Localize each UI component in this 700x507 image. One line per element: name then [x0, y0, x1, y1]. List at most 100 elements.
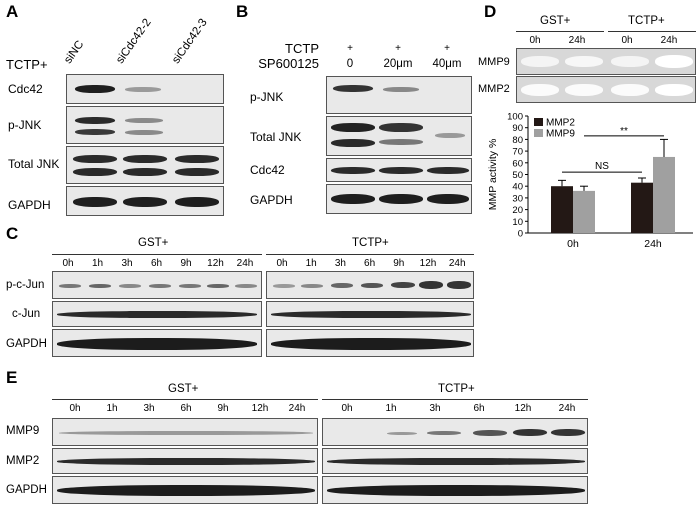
blot-a-gapdh — [66, 186, 224, 216]
blot-b-cdc42 — [326, 158, 472, 182]
plus-lane-3: + — [444, 43, 450, 54]
time-label: 12h — [251, 403, 269, 414]
legend-swatch-mmp9 — [534, 129, 543, 137]
group-label-e-tctp: TCTP+ — [438, 383, 475, 395]
legend-label-mmp9: MMP9 — [546, 129, 575, 140]
legend-label-mmp2: MMP2 — [546, 118, 575, 129]
blot-c-tctp-gapdh — [266, 329, 474, 357]
y-axis-title: MMP activity % — [487, 139, 499, 211]
row-label-d-mmp2: MMP2 — [478, 83, 510, 95]
time-label: 0h — [341, 403, 353, 414]
x-tick-label: 0h — [567, 238, 579, 250]
row-label-cdc42: Cdc42 — [8, 82, 43, 96]
time-label: 1h — [106, 403, 118, 414]
time-label: 0h — [69, 403, 81, 414]
time-label: 9h — [180, 258, 192, 269]
blot-c-gst-p-c-jun — [52, 271, 262, 299]
y-tick-label: 50 — [512, 170, 523, 181]
blot-c-gst-c-jun — [52, 301, 262, 327]
row-label-p-jnk: p-JNK — [8, 118, 42, 132]
row-label-b-cdc42: Cdc42 — [250, 163, 285, 177]
time-label: 9h — [217, 403, 229, 414]
row-label-e-gapdh: GAPDH — [6, 484, 47, 496]
row-label-d-mmp9: MMP9 — [478, 56, 510, 68]
blot-c-gst-gapdh — [52, 329, 262, 357]
time-label: 1h — [385, 403, 397, 414]
time-label: 1h — [305, 258, 317, 269]
y-tick-label: 80 — [512, 135, 523, 146]
row-label-b-p-jnk: p-JNK — [250, 90, 284, 104]
bar-mmp2-0h — [551, 186, 573, 233]
d-time-gst-0h: 0h — [529, 35, 541, 46]
x-tick-label: 24h — [644, 238, 662, 250]
lane-label-sicdc42-3: siCdc42-3 — [170, 16, 210, 67]
blot-e-gst-mmp9 — [52, 418, 318, 446]
header-tctp-label: TCTP — [285, 41, 319, 56]
blot-e-tctp-gapdh — [322, 476, 588, 504]
panel-letter-c: C — [6, 224, 19, 243]
panel-letter-b: B — [236, 2, 249, 21]
legend-swatch-mmp2 — [534, 118, 543, 126]
time-label: 12h — [419, 258, 437, 269]
blot-c-tctp-c-jun — [266, 301, 474, 327]
d-time-gst-24h: 24h — [568, 35, 586, 46]
row-label-b-gapdh: GAPDH — [250, 193, 293, 207]
header-sp600125-label: SP600125 — [258, 56, 319, 71]
row-label-b-total-jnk: Total JNK — [250, 130, 302, 144]
time-label: 24h — [448, 258, 466, 269]
plus-lane-1: + — [347, 43, 353, 54]
dose-lane-1: 0 — [346, 58, 354, 70]
y-tick-label: 0 — [518, 229, 523, 240]
time-label: 3h — [121, 258, 133, 269]
y-tick-label: 70 — [512, 147, 523, 158]
blot-e-tctp-mmp2 — [322, 448, 588, 474]
bar-mmp9-0h — [573, 190, 595, 233]
group-label-d-tctp: TCTP+ — [628, 15, 665, 27]
panel-a-header: TCTP+ — [6, 57, 48, 72]
blot-e-tctp-mmp9 — [322, 418, 588, 446]
row-label-c-gapdh: GAPDH — [6, 338, 47, 350]
group-label-c-gst: GST+ — [138, 237, 169, 249]
time-label: 12h — [207, 258, 224, 269]
blot-a-p-jnk — [66, 106, 224, 144]
y-tick-label: 60 — [512, 158, 523, 169]
zymogram-mmp9 — [516, 48, 696, 75]
time-label: 3h — [334, 258, 346, 269]
y-tick-label: 90 — [512, 123, 523, 134]
sig-annotation: ** — [620, 126, 628, 137]
time-label: 12h — [514, 403, 532, 414]
blot-b-p-jnk — [326, 76, 472, 114]
d-time-tctp-24h: 24h — [660, 35, 678, 46]
dose-lane-2: 20μm — [383, 58, 413, 70]
row-label-e-mmp2: MMP2 — [6, 455, 40, 467]
row-label-p-c-jun: p-c-Jun — [6, 279, 45, 291]
row-label-c-jun: c-Jun — [12, 308, 41, 320]
time-label: 0h — [62, 258, 74, 269]
plus-lane-2: + — [395, 43, 401, 54]
panel-letter-a: A — [6, 2, 19, 21]
blot-e-gst-mmp2 — [52, 448, 318, 474]
y-tick-label: 20 — [512, 205, 523, 216]
time-label: 24h — [558, 403, 576, 414]
time-label: 6h — [473, 403, 485, 414]
d-time-tctp-0h: 0h — [621, 35, 633, 46]
time-label: 3h — [143, 403, 155, 414]
blot-a-cdc42 — [66, 74, 224, 104]
time-label: 0h — [276, 258, 288, 269]
group-label-e-gst: GST+ — [168, 383, 199, 395]
panel-letter-e: E — [6, 368, 18, 387]
y-tick-label: 10 — [512, 217, 523, 228]
y-tick-label: 40 — [512, 182, 523, 193]
time-label: 24h — [236, 258, 254, 269]
group-label-c-tctp: TCTP+ — [352, 237, 389, 249]
blot-c-tctp-p-c-jun — [266, 271, 474, 299]
panel-letter-d: D — [484, 2, 497, 21]
time-label: 1h — [91, 258, 104, 269]
time-label: 6h — [150, 258, 163, 269]
row-label-gapdh: GAPDH — [8, 198, 51, 212]
y-tick-label: 100 — [507, 112, 523, 123]
blot-b-gapdh — [326, 184, 472, 214]
bar-mmp9-24h — [653, 156, 675, 233]
lane-label-sinc: siNC — [62, 38, 87, 66]
